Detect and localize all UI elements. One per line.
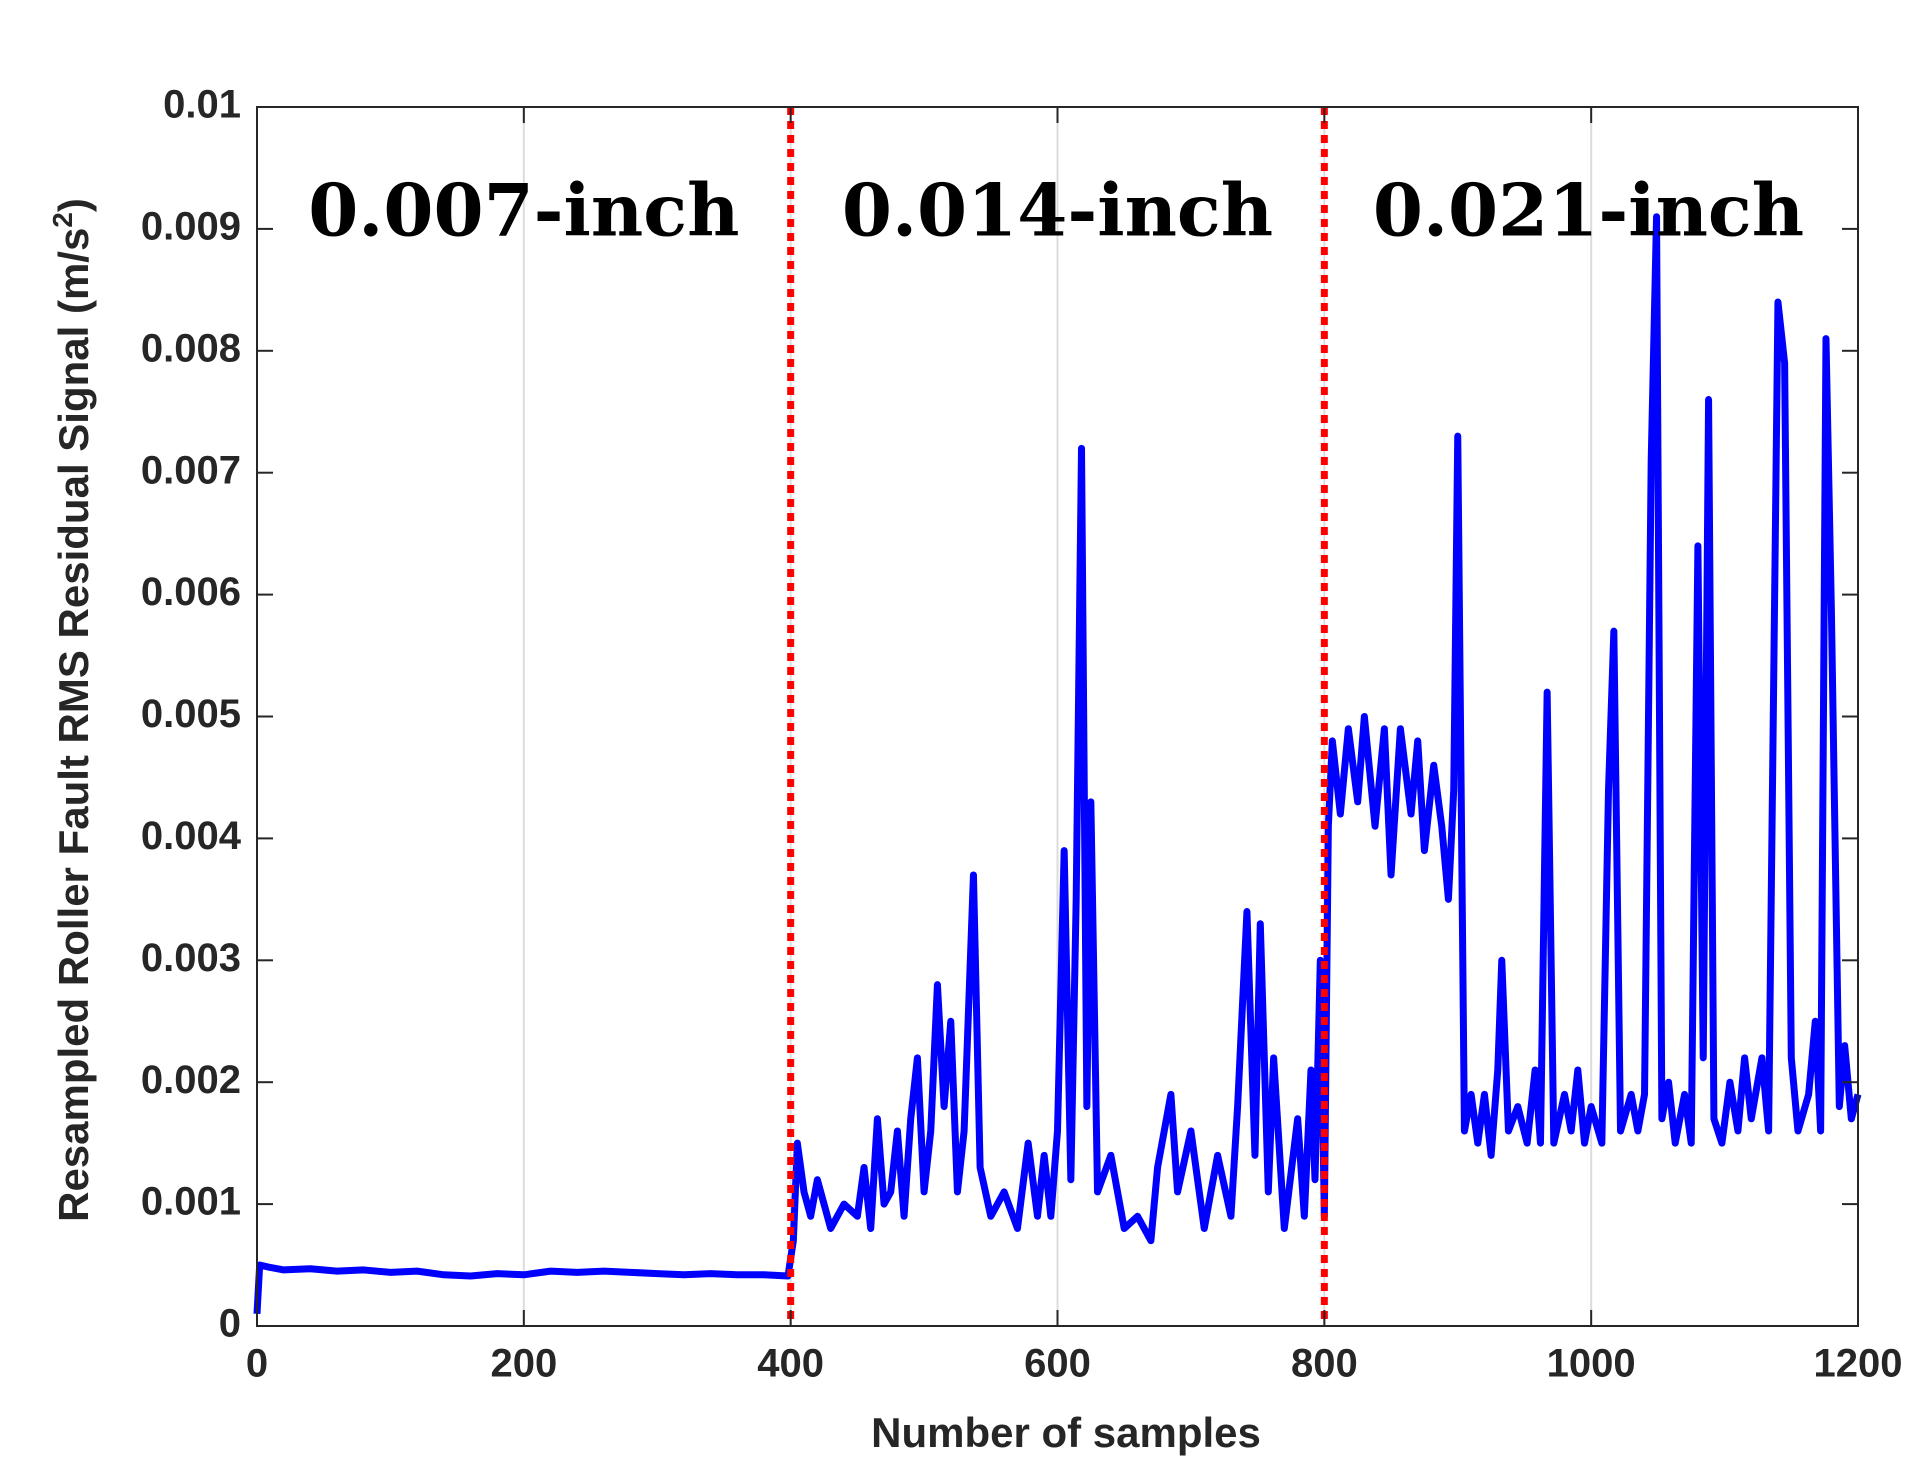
y-tick-label: 0.009 (141, 204, 241, 248)
y-tick-label: 0.004 (141, 814, 242, 858)
y-tick-label: 0.001 (141, 1180, 241, 1224)
x-tick-label: 200 (490, 1342, 557, 1386)
x-tick-label: 1200 (1814, 1342, 1903, 1386)
y-tick-label: 0.008 (141, 326, 241, 370)
y-tick-label: 0.005 (141, 692, 241, 736)
x-tick-label: 600 (1024, 1342, 1091, 1386)
x-axis-label: Number of samples (871, 1409, 1261, 1456)
x-tick-label: 400 (757, 1342, 824, 1386)
y-tick-label: 0.006 (141, 570, 241, 614)
x-tick-label: 1000 (1547, 1342, 1636, 1386)
y-tick-label: 0.007 (141, 448, 241, 492)
y-tick-label: 0 (219, 1302, 241, 1346)
region-label: 0.007-inch (308, 168, 739, 253)
y-tick-label: 0.003 (141, 936, 241, 980)
y-tick-label: 0.01 (163, 83, 241, 127)
y-tick-label: 0.002 (141, 1058, 241, 1102)
y-axis-label-end: ) (50, 198, 97, 212)
y-axis-label-main: Resampled Roller Fault RMS Residual Sign… (50, 228, 97, 1222)
region-label: 0.014-inch (842, 168, 1273, 253)
y-axis-label: Resampled Roller Fault RMS Residual Sign… (47, 198, 97, 1222)
data-line (253, 213, 1862, 1315)
x-tick-label: 800 (1291, 1342, 1358, 1386)
x-tick-label: 0 (246, 1342, 268, 1386)
region-label: 0.021-inch (1373, 168, 1804, 253)
y-axis-label-sup: 2 (47, 212, 78, 228)
